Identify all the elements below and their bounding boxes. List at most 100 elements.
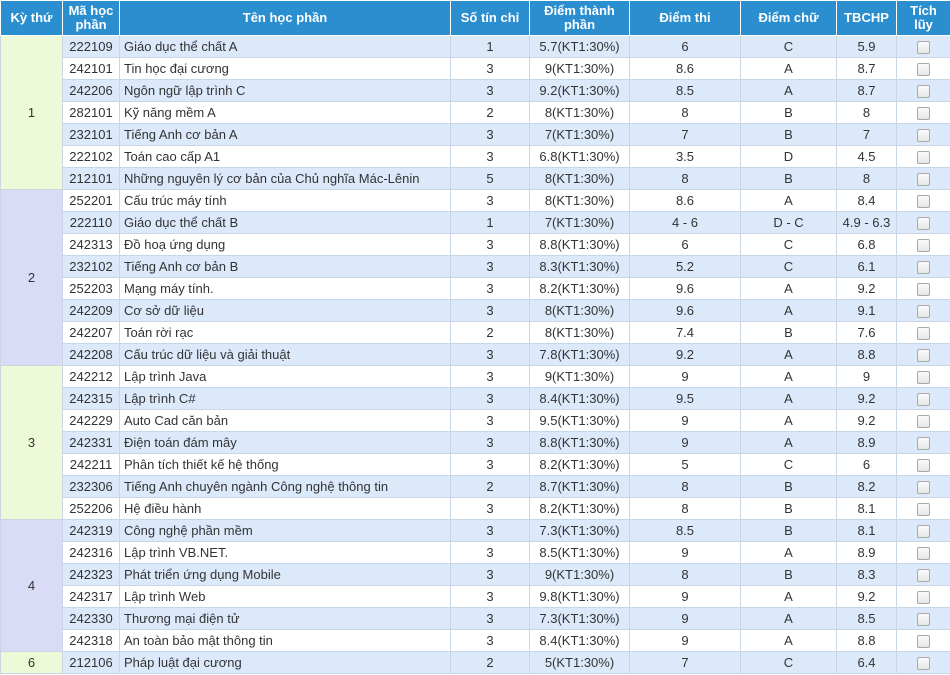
course-name-cell: Kỹ năng mềm A	[119, 101, 451, 124]
credits-cell: 3	[450, 365, 530, 388]
course-average-cell: 9.1	[836, 299, 897, 322]
accumulate-checkbox[interactable]	[917, 525, 930, 539]
course-code-cell: 242212	[62, 365, 120, 388]
course-average-cell: 8	[836, 167, 897, 190]
table-row: 4 242319 Công nghệ phần mềm 3 7.3(KT1:30%) 8.…	[0, 519, 950, 652]
course-average-cell: 8.1	[836, 497, 897, 520]
course-name-cell: Toán rời rạc	[119, 321, 451, 344]
accumulate-checkbox[interactable]	[917, 107, 930, 121]
accumulate-checkbox[interactable]	[917, 569, 930, 583]
accumulate-checkbox[interactable]	[917, 591, 930, 605]
letter-grade-cell: A	[740, 299, 837, 322]
accumulate-cell	[896, 519, 950, 542]
course-name-cell: Lập trình C#	[119, 387, 451, 410]
accumulate-checkbox[interactable]	[917, 217, 930, 231]
course-average-cell: 8.3	[836, 563, 897, 586]
course-average-cell: 4.5	[836, 145, 897, 168]
exam-score-cell: 4 - 6	[629, 211, 741, 234]
course-average-cell: 9.2	[836, 585, 897, 608]
accumulate-checkbox[interactable]	[917, 459, 930, 473]
header-course-name: Tên học phần	[119, 0, 451, 36]
semester-cell: 1	[0, 35, 63, 190]
letter-grade-cell: B	[740, 519, 837, 542]
course-average-cell: 6.1	[836, 255, 897, 278]
component-score-cell: 5.7(KT1:30%)	[529, 35, 630, 58]
accumulate-checkbox[interactable]	[917, 371, 930, 385]
exam-score-cell: 9	[629, 607, 741, 630]
accumulate-cell	[896, 475, 950, 498]
credits-cell: 3	[450, 519, 530, 542]
exam-score-cell: 8.5	[629, 519, 741, 542]
accumulate-checkbox[interactable]	[917, 283, 930, 297]
accumulate-checkbox[interactable]	[917, 393, 930, 407]
accumulate-cell	[896, 497, 950, 520]
accumulate-checkbox[interactable]	[917, 195, 930, 209]
component-score-cell: 9.8(KT1:30%)	[529, 585, 630, 608]
accumulate-checkbox[interactable]	[917, 481, 930, 495]
exam-score-cell: 8.6	[629, 189, 741, 212]
accumulate-checkbox[interactable]	[917, 657, 930, 671]
course-code-cell: 242317	[62, 585, 120, 608]
table-row: 242316 Lập trình VB.NET. 3 8.5(KT1:30%) 9 A 8.…	[1, 541, 950, 564]
course-code-cell: 252206	[62, 497, 120, 520]
course-average-cell: 9.2	[836, 409, 897, 432]
course-average-cell: 8.9	[836, 431, 897, 454]
component-score-cell: 7.3(KT1:30%)	[529, 519, 630, 542]
accumulate-checkbox[interactable]	[917, 547, 930, 561]
table-row: 3 242212 Lập trình Java 3 9(KT1:30%) 9 A 9	[0, 365, 950, 520]
table-row: 212101 Những nguyên lý cơ bản của Chủ ngh…	[1, 167, 950, 190]
letter-grade-cell: D - C	[740, 211, 837, 234]
letter-grade-cell: A	[740, 541, 837, 564]
accumulate-checkbox[interactable]	[917, 503, 930, 517]
accumulate-checkbox[interactable]	[917, 349, 930, 363]
course-code-cell: 242331	[62, 431, 120, 454]
accumulate-checkbox[interactable]	[917, 239, 930, 253]
accumulate-checkbox[interactable]	[917, 415, 930, 429]
table-row: 242330 Thương mại điện tử 3 7.3(KT1:30%) 9 A 8…	[1, 607, 950, 630]
accumulate-checkbox[interactable]	[917, 437, 930, 451]
exam-score-cell: 9	[629, 409, 741, 432]
letter-grade-cell: B	[740, 123, 837, 146]
header-component-score: Điểm thành phần	[529, 0, 630, 36]
accumulate-checkbox[interactable]	[917, 85, 930, 99]
table-row: 242318 An toàn bảo mật thông tin 3 8.4(KT1:…	[1, 629, 950, 652]
accumulate-checkbox[interactable]	[917, 151, 930, 165]
component-score-cell: 8.3(KT1:30%)	[529, 255, 630, 278]
course-name-cell: Phân tích thiết kế hệ thống	[119, 453, 451, 476]
accumulate-cell	[896, 145, 950, 168]
letter-grade-cell: D	[740, 145, 837, 168]
accumulate-cell	[896, 35, 950, 58]
header-accumulated: Tích lũy	[896, 0, 950, 36]
course-average-cell: 6.8	[836, 233, 897, 256]
accumulate-checkbox[interactable]	[917, 613, 930, 627]
credits-cell: 3	[450, 387, 530, 410]
accumulate-checkbox[interactable]	[917, 63, 930, 77]
component-score-cell: 8.4(KT1:30%)	[529, 387, 630, 410]
accumulate-checkbox[interactable]	[917, 305, 930, 319]
course-code-cell: 222110	[62, 211, 120, 234]
semester-cell: 3	[0, 365, 63, 520]
header-credits: Số tín chỉ	[450, 0, 530, 36]
accumulate-checkbox[interactable]	[917, 41, 930, 55]
course-name-cell: Giáo dục thể chất A	[119, 35, 451, 58]
course-code-cell: 232306	[62, 475, 120, 498]
credits-cell: 2	[450, 321, 530, 344]
header-semester: Kỳ thứ	[0, 0, 63, 36]
accumulate-checkbox[interactable]	[917, 129, 930, 143]
course-code-cell: 242207	[62, 321, 120, 344]
accumulate-checkbox[interactable]	[917, 173, 930, 187]
accumulate-checkbox[interactable]	[917, 327, 930, 341]
exam-score-cell: 6	[629, 35, 741, 58]
course-name-cell: Những nguyên lý cơ bản của Chủ nghĩa Mác…	[119, 167, 451, 190]
course-average-cell: 8.8	[836, 343, 897, 366]
exam-score-cell: 7	[629, 651, 741, 674]
exam-score-cell: 9	[629, 629, 741, 652]
exam-score-cell: 5	[629, 453, 741, 476]
component-score-cell: 8(KT1:30%)	[529, 189, 630, 212]
accumulate-checkbox[interactable]	[917, 635, 930, 649]
letter-grade-cell: B	[740, 497, 837, 520]
accumulate-checkbox[interactable]	[917, 261, 930, 275]
course-name-cell: Điện toán đám mây	[119, 431, 451, 454]
course-code-cell: 252203	[62, 277, 120, 300]
course-name-cell: Lập trình Java	[119, 365, 451, 388]
